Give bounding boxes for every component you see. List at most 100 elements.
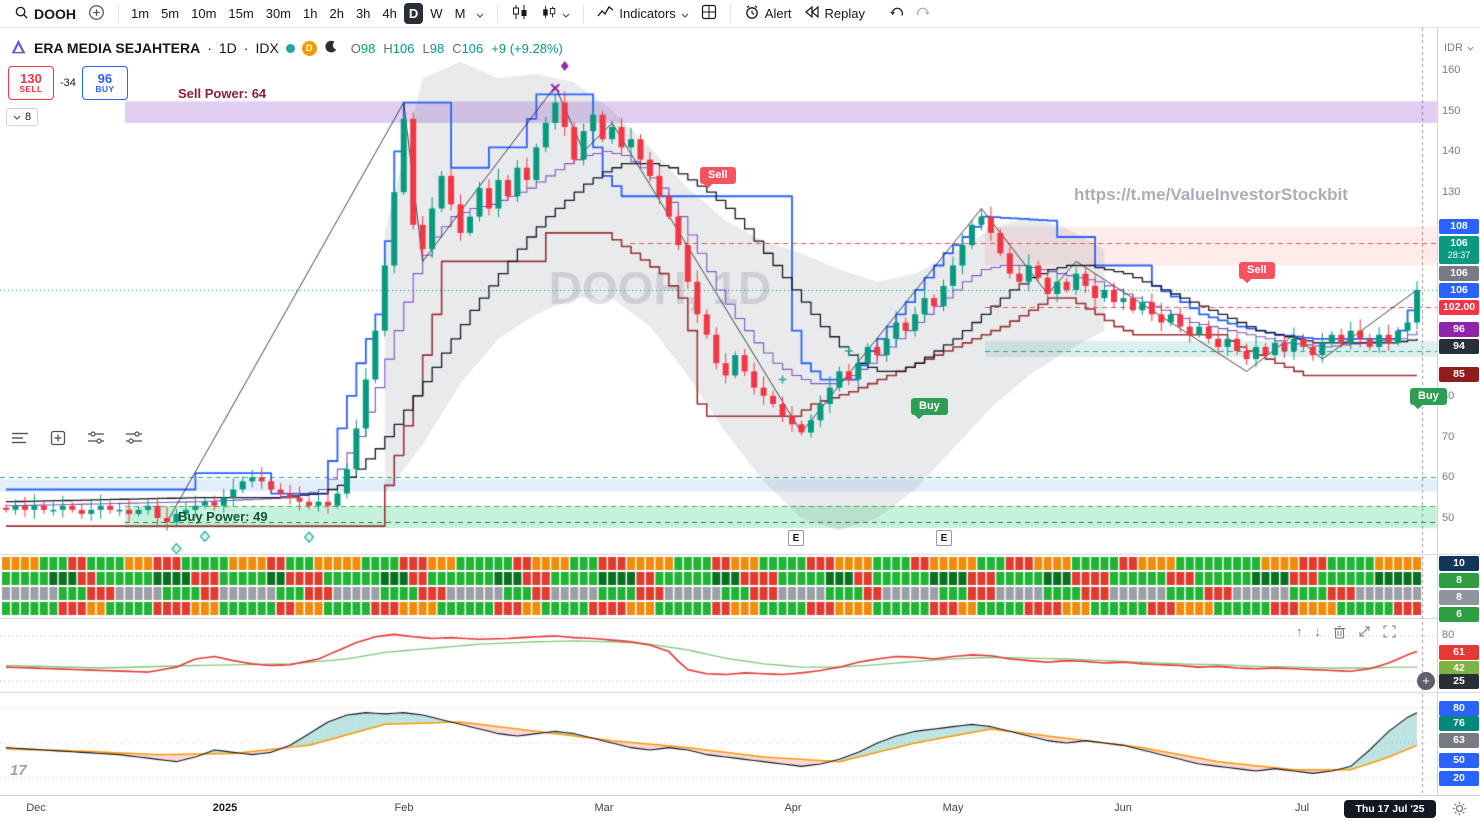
ohlc-close-value: 106 xyxy=(461,40,484,56)
price-chip-96: 96 xyxy=(1439,322,1479,337)
price-chip-61: 61 xyxy=(1439,645,1479,660)
ohlc-open-key: O xyxy=(350,40,361,56)
earnings-event-badge[interactable]: E xyxy=(788,530,804,546)
maximize-icon[interactable] xyxy=(1383,625,1396,638)
search-icon xyxy=(14,5,29,23)
toolbar-divider xyxy=(583,4,585,23)
indicators-icon xyxy=(597,4,614,23)
separator-dot: · xyxy=(207,40,212,56)
pane-controls: ↑ ↓ xyxy=(1296,624,1396,639)
symbol-title: ERA MEDIA SEJAHTERA xyxy=(34,40,201,56)
buy-price: 96 xyxy=(97,70,113,86)
price-chip-94: 94 xyxy=(1439,339,1479,354)
price-tick-130: 130 xyxy=(1442,186,1461,199)
price-chip-50: 50 xyxy=(1439,753,1479,768)
layout-grid-button[interactable] xyxy=(695,1,723,26)
symbol-logo xyxy=(10,38,27,58)
expand-icon[interactable] xyxy=(1358,625,1371,638)
alert-label: Alert xyxy=(764,6,792,21)
market-status-dot xyxy=(285,43,295,53)
timeframe-menu-button[interactable] xyxy=(470,3,490,24)
price-tick-150: 150 xyxy=(1442,104,1461,117)
ohlc-values: O98 H106 L98 C106 +9 (+9.28%) xyxy=(351,41,563,56)
price-chip-63: 63 xyxy=(1439,733,1479,748)
pane-move-down-button[interactable]: ↓ xyxy=(1314,624,1322,639)
time-axis[interactable]: Thu 17 Jul '25 Dec 2025 Feb Mar Apr May Jun Jul xyxy=(0,795,1480,822)
price-chip-76: 76 xyxy=(1439,716,1479,731)
filter-sliders-icon[interactable] xyxy=(118,424,150,452)
sell-button[interactable]: 130 SELL xyxy=(8,66,54,100)
currency-selector[interactable]: IDR xyxy=(1444,42,1474,54)
timeframe-1h[interactable]: 1h xyxy=(303,6,318,21)
candle-style-icon xyxy=(541,4,557,23)
timeframe-2h[interactable]: 2h xyxy=(329,6,344,21)
replay-icon xyxy=(804,5,820,22)
timeframe-4h[interactable]: 4h xyxy=(382,6,397,21)
top-toolbar: DOOH 1m 5m 10m 15m 30m 1h 2h 3h 4h D W M Indicators xyxy=(0,0,1480,28)
price-chip-10: 10 xyxy=(1439,556,1479,571)
earnings-event-badge[interactable]: E xyxy=(936,530,952,546)
candles-icon xyxy=(511,4,529,23)
indicators-button[interactable]: Indicators xyxy=(591,1,694,26)
timeframe-W[interactable]: W xyxy=(430,6,443,21)
symbol-exchange: IDX xyxy=(255,40,279,56)
sell-signal-tag: Sell xyxy=(700,167,736,184)
timeframe-1m[interactable]: 1m xyxy=(131,6,150,21)
redo-icon[interactable] xyxy=(915,5,931,22)
price-chip-20: 20 xyxy=(1439,771,1479,786)
buy-button[interactable]: 96 BUY xyxy=(81,66,128,100)
chart-canvas[interactable] xyxy=(0,0,1480,795)
separator-dot: · xyxy=(243,40,249,56)
tradingview-logo[interactable]: 17 xyxy=(10,762,27,779)
timeframe-15m[interactable]: 15m xyxy=(228,6,254,21)
trash-icon[interactable] xyxy=(1333,625,1346,639)
timeframe-M[interactable]: M xyxy=(454,6,466,21)
chevron-down-icon xyxy=(1467,42,1474,54)
symbol-info-bar[interactable]: ERA MEDIA SEJAHTERA · 1D · IDX D O98 H10… xyxy=(10,36,563,60)
telegram-link-watermark: https://t.me/ValueInvestorStockbit xyxy=(1074,185,1348,204)
timeframe-10m[interactable]: 10m xyxy=(191,6,217,21)
price-tick-160: 160 xyxy=(1442,64,1461,76)
grid-plus-icon[interactable] xyxy=(42,424,74,452)
ohlc-low-value: 98 xyxy=(429,40,445,56)
chevron-down-icon xyxy=(476,6,484,21)
chevron-down-icon xyxy=(13,111,21,123)
current-date-badge[interactable]: Thu 17 Jul '25 xyxy=(1344,800,1436,818)
buy-signal-tag: Buy xyxy=(1410,388,1447,405)
time-label-Feb: Feb xyxy=(394,802,414,814)
timeframe-30m[interactable]: 30m xyxy=(265,6,292,21)
timeframe-5m[interactable]: 5m xyxy=(161,6,180,21)
compare-add-button[interactable] xyxy=(82,1,111,27)
ohlc-open-value: 98 xyxy=(360,40,376,56)
spread-value: -34 xyxy=(60,77,76,89)
gear-icon[interactable] xyxy=(1452,801,1467,821)
price-chip-106: 106 xyxy=(1439,283,1479,298)
price-tick-60: 60 xyxy=(1442,471,1455,484)
alert-button[interactable]: Alert xyxy=(738,1,798,26)
timeframe-D[interactable]: D xyxy=(403,3,424,24)
undo-icon[interactable] xyxy=(889,5,905,22)
currency-label: IDR xyxy=(1444,42,1463,54)
pane-move-up-button[interactable]: ↑ xyxy=(1296,624,1303,639)
symbol-search-text: DOOH xyxy=(34,5,76,22)
price-chip-106: 106 28:37 xyxy=(1439,236,1479,264)
sliders-icon[interactable] xyxy=(80,424,112,452)
replay-button[interactable]: Replay xyxy=(798,2,871,25)
ohlc-high-value: 106 xyxy=(392,40,415,56)
floating-toolbar xyxy=(4,424,150,452)
scale-add-button[interactable]: + xyxy=(1417,672,1435,690)
price-chip-85: 85 xyxy=(1439,367,1479,382)
indicators-collapse-badge[interactable]: 8 xyxy=(6,108,39,126)
timeframe-3h[interactable]: 3h xyxy=(355,6,371,21)
symbol-search-button[interactable]: DOOH xyxy=(8,2,82,26)
price-chip-8: 8 xyxy=(1439,573,1479,588)
chart-type-button[interactable] xyxy=(505,1,535,26)
toolbar-divider xyxy=(118,4,119,23)
price-chip-8: 8 xyxy=(1439,590,1479,605)
object-tree-icon[interactable] xyxy=(4,424,36,452)
price-chip-106: 106 xyxy=(1439,266,1479,281)
delayed-data-badge[interactable]: D xyxy=(301,40,317,56)
candle-style-button[interactable] xyxy=(535,1,576,26)
